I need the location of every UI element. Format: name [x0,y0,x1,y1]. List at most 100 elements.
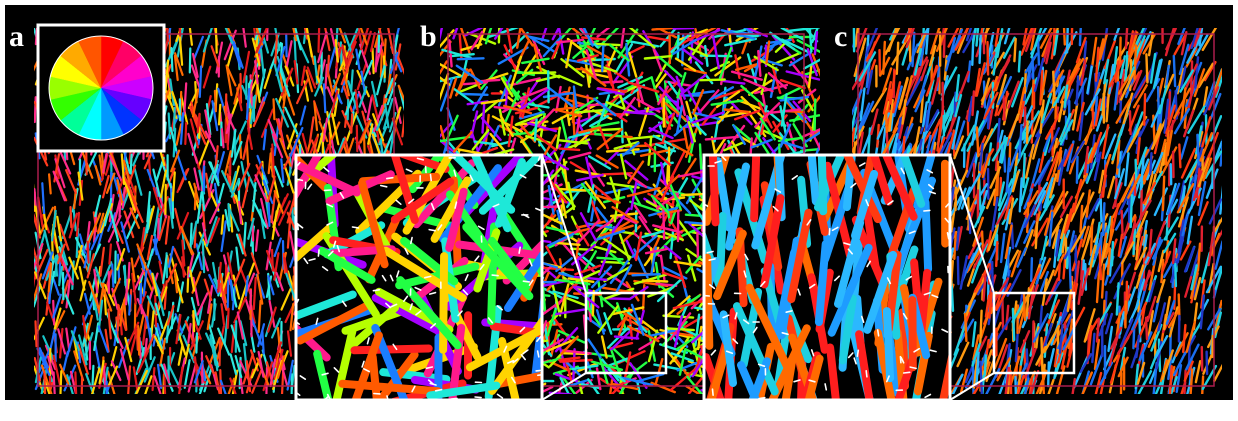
rod [131,155,132,174]
rod [984,33,985,53]
rod [1171,164,1172,184]
rod [1004,96,1005,120]
rod [1099,246,1101,280]
rod [977,128,978,157]
rod [1014,39,1015,61]
rod [188,267,189,292]
defect-mark [353,227,359,228]
rod [88,242,89,263]
rod [713,155,716,223]
defect-mark [318,250,319,256]
rod [282,371,283,398]
rod [458,58,484,59]
rod [125,266,126,285]
rod [1036,223,1037,248]
rod [700,145,701,169]
rod [622,121,623,143]
rod [965,314,966,341]
rod [215,91,216,111]
rod [35,97,36,122]
rod [357,126,358,151]
rod [129,296,130,315]
rod [560,149,580,150]
rod [1101,195,1102,221]
rod [996,242,997,266]
rod [202,353,203,383]
rod [1112,242,1113,265]
rod [997,162,998,196]
rod [351,114,352,133]
rod [1077,157,1078,183]
rod [219,105,220,125]
rod [1163,177,1164,210]
defect-mark [866,371,867,377]
defect-mark [829,229,830,235]
rod [148,205,149,229]
rod [973,91,974,115]
rod [663,206,664,239]
rod [324,84,325,112]
rod [1103,203,1104,235]
rod [980,311,981,343]
rod [1144,94,1145,125]
rod [944,24,945,57]
panel-label-b: b [420,22,437,52]
rod [1091,226,1092,256]
rod [1146,318,1147,339]
rod [1077,76,1079,104]
rod [1070,256,1071,288]
rod [643,281,667,282]
rod [1032,110,1033,143]
rod [190,49,191,73]
defect-mark [387,178,393,179]
rod [525,73,555,74]
rod [1207,352,1208,374]
defect-mark [373,290,379,291]
rod [443,256,444,350]
rod [71,207,72,227]
rod [355,349,429,351]
rod [193,311,194,331]
rod [887,311,890,378]
rod [535,119,537,140]
rod [561,189,586,190]
defect-mark [475,397,481,398]
rod [483,104,485,133]
rod [328,56,329,76]
rod [203,242,204,272]
rod [573,349,574,380]
rod [1121,373,1122,405]
rod [1191,370,1193,394]
panel-label-a: a [9,22,24,52]
rod [462,94,487,95]
rod [228,281,229,308]
rod [1040,306,1042,327]
rod [269,203,270,226]
rod [1174,56,1175,86]
rod [980,35,981,63]
rod [1146,54,1147,82]
rod [1135,45,1136,78]
rod [602,47,603,71]
rod [1033,322,1034,354]
rod [1141,189,1142,218]
rod [1059,260,1060,280]
rod [61,371,62,393]
panel-label-c: c [834,22,847,52]
rod [174,108,175,131]
rod [926,202,929,269]
rod [56,257,57,276]
rod [1197,135,1198,165]
rod [1019,52,1020,72]
defect-mark [492,275,498,276]
rod [216,28,217,53]
rod [958,257,959,284]
defect-mark [429,230,435,231]
rod [883,42,885,74]
rod [93,366,94,386]
rod [109,245,111,264]
rod [272,250,273,271]
rod [104,367,105,387]
rod [195,187,196,209]
